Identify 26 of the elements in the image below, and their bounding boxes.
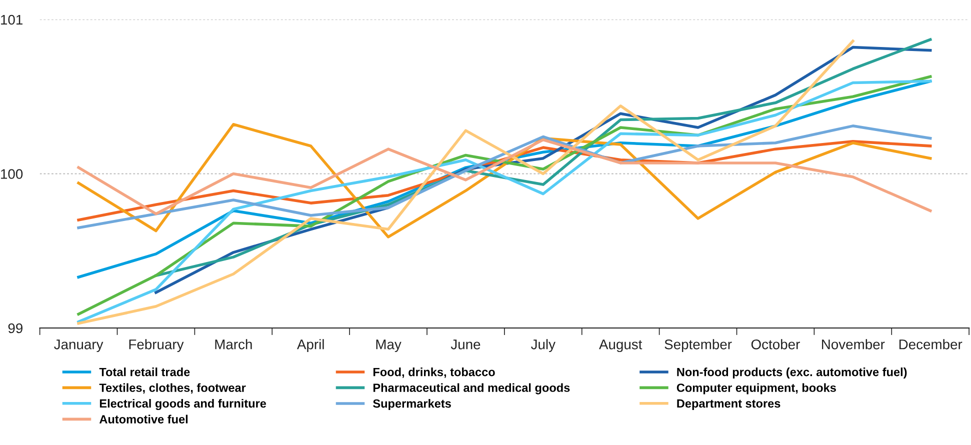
legend-label: Automotive fuel (99, 414, 188, 424)
legend-label: Non-food products (exc. automotive fuel) (677, 368, 907, 379)
x-tick-label: October (751, 339, 800, 350)
legend-label: Computer equipment, books (676, 383, 836, 394)
legend-label: Department stores (677, 399, 780, 410)
x-tick-label: July (531, 339, 556, 352)
x-tick-label: June (450, 340, 480, 350)
legend-label: Supermarkets (373, 399, 451, 410)
line-series (77, 40, 854, 325)
legend-label: Total retail trade (99, 368, 190, 376)
x-tick-label: December (899, 339, 962, 350)
legend-label: Textiles, clothes, footwear (99, 383, 246, 394)
legend-label: Pharmaceutical and medical goods (373, 383, 570, 394)
x-tick-label: February (129, 339, 184, 352)
y-tick-label: 99 (8, 323, 22, 334)
x-tick-label: August (599, 340, 642, 352)
x-tick-label: November (822, 339, 885, 350)
x-tick-label: March (215, 339, 252, 350)
x-tick-label: January (54, 340, 104, 352)
y-tick-label: 100 (1, 169, 23, 179)
legend-label: Food, drinks, tobacco (373, 368, 495, 378)
legend-label: Electrical goods and furniture (100, 398, 266, 410)
x-tick-label: April (296, 339, 324, 352)
x-tick-label: May (376, 340, 402, 352)
x-tick-label: September (664, 339, 732, 352)
y-tick-label: 101 (1, 14, 22, 25)
